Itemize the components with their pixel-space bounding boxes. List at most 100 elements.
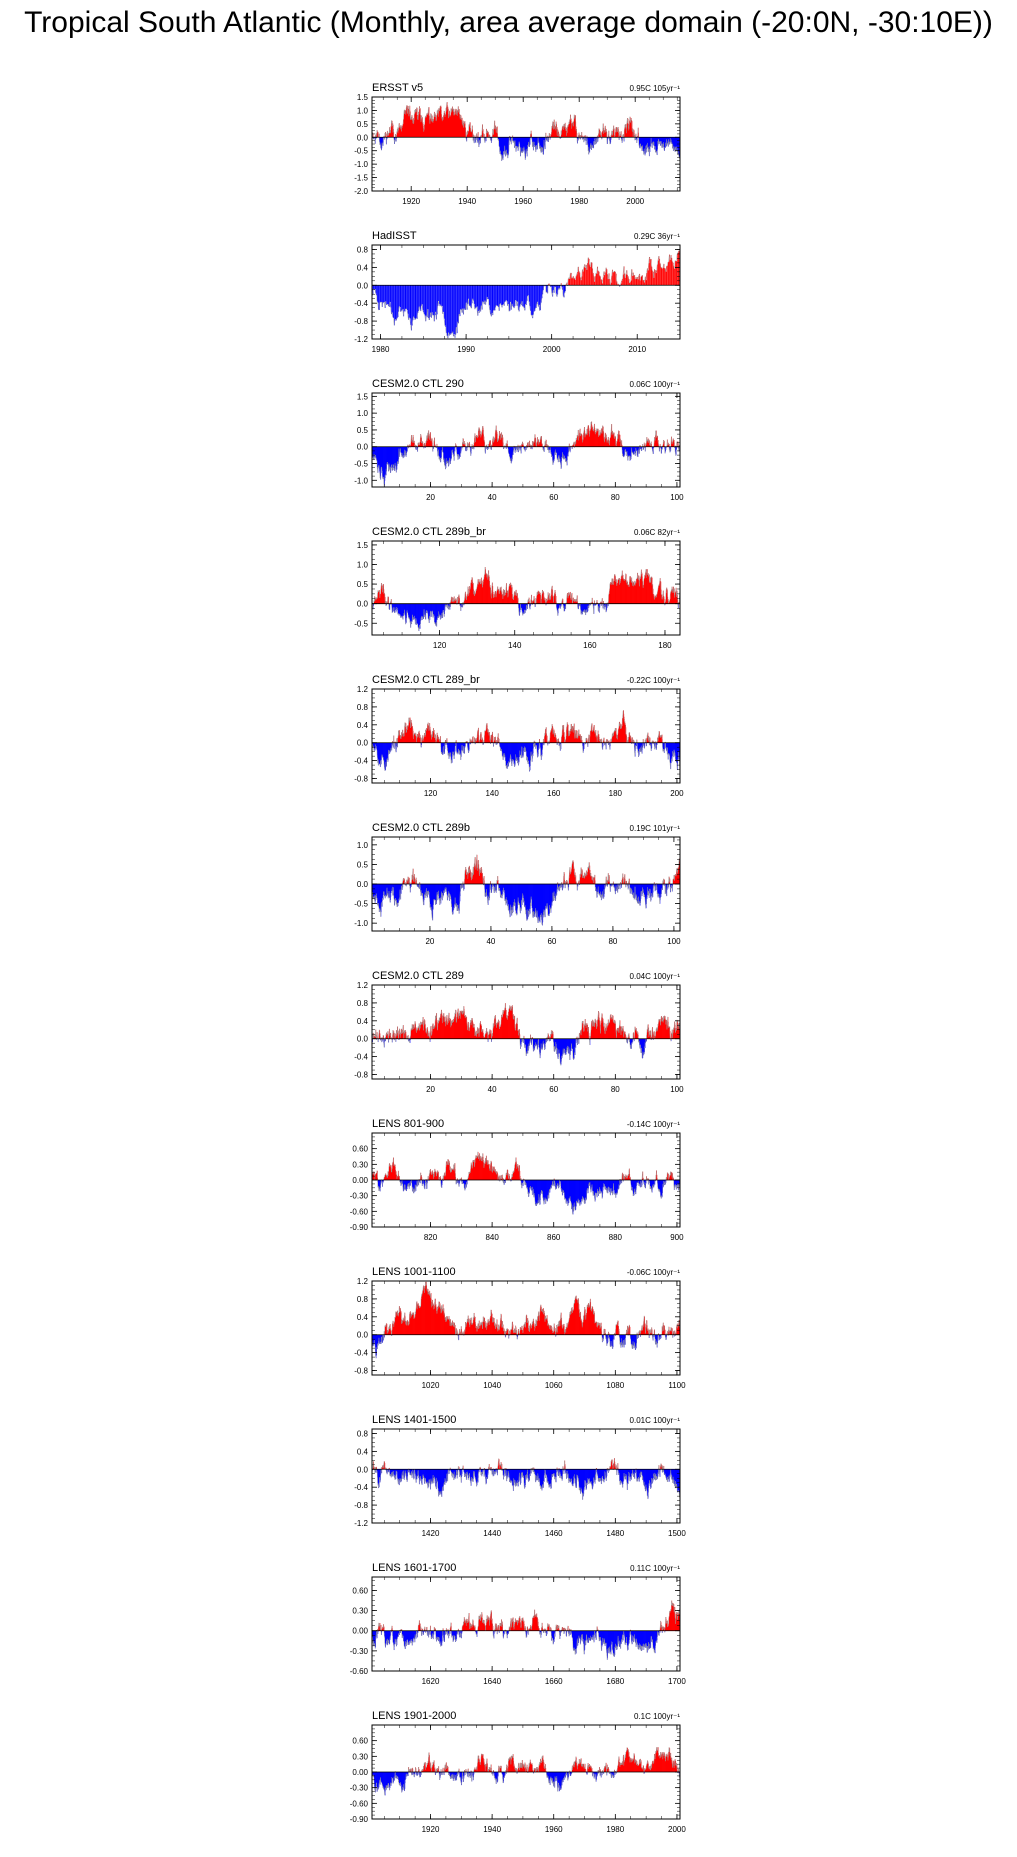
anomaly-bars: [372, 421, 681, 487]
anomaly-bar: [606, 132, 608, 138]
anomaly-bars: [372, 567, 681, 632]
anomaly-bar: [474, 596, 475, 604]
anomaly-bar: [583, 603, 584, 611]
anomaly-bar: [376, 285, 378, 302]
anomaly-bar: [435, 603, 436, 623]
anomaly-bar: [395, 285, 397, 320]
anomaly-bar: [652, 271, 654, 286]
anomaly-bar: [676, 261, 678, 286]
anomaly-bar: [531, 445, 532, 447]
anomaly-bar: [561, 285, 563, 287]
anomaly-bar: [423, 603, 425, 610]
anomaly-curve: [371, 102, 680, 161]
anomaly-bar: [515, 589, 517, 604]
anomaly-bar: [386, 285, 388, 305]
anomaly-bar: [415, 445, 416, 447]
anomaly-bar: [472, 285, 474, 299]
anomaly-bar: [490, 285, 492, 315]
anomaly-bar: [429, 285, 430, 320]
anomaly-bar: [542, 592, 544, 604]
anomaly-bar: [409, 603, 411, 623]
anomaly-bar: [660, 589, 662, 604]
anomaly-bar: [663, 263, 665, 286]
anomaly-bar: [555, 285, 556, 288]
anomaly-bar: [659, 585, 660, 604]
anomaly-bar: [433, 603, 434, 617]
anomaly-bar: [631, 582, 632, 604]
anomaly-bar: [638, 275, 640, 286]
anomaly-bar: [477, 132, 479, 138]
anomaly-bar: [575, 276, 577, 286]
anomaly-bar: [530, 599, 532, 604]
anomaly-bar: [499, 594, 500, 604]
anomaly-bar: [491, 590, 493, 604]
anomaly-bar: [432, 603, 434, 611]
anomaly-bar: [641, 573, 643, 604]
anomaly-bar: [418, 603, 420, 632]
anomaly-bar: [555, 592, 556, 604]
anomaly-bar: [659, 578, 661, 604]
anomaly-bar: [498, 591, 500, 604]
anomaly-bar: [508, 587, 510, 604]
anomaly-bar: [428, 285, 430, 319]
anomaly-bar: [640, 574, 642, 604]
anomaly-bar: [610, 583, 611, 604]
anomaly-bar: [665, 271, 667, 286]
anomaly-bar: [537, 285, 539, 302]
anomaly-bar: [579, 137, 581, 140]
anomaly-bar: [423, 603, 425, 615]
anomaly-bar: [379, 597, 381, 604]
anomaly-bar: [410, 603, 412, 628]
anomaly-bar: [513, 596, 514, 604]
anomaly-bar: [645, 573, 646, 604]
anomaly-bar: [658, 586, 659, 604]
anomaly-bar: [495, 591, 496, 604]
y-tick-label: -1.2: [354, 335, 368, 344]
anomaly-bar: [612, 269, 613, 286]
anomaly-bar: [514, 591, 516, 604]
panel-title: CESM2.0 CTL 289b_br: [372, 526, 486, 538]
anomaly-bar: [388, 603, 390, 610]
anomaly-bar: [518, 285, 520, 312]
anomaly-bar: [415, 446, 417, 450]
anomaly-bar: [587, 603, 588, 612]
anomaly-bar: [416, 603, 418, 625]
anomaly-bar: [480, 583, 482, 604]
anomaly-bar: [645, 280, 647, 286]
anomaly-bar: [518, 285, 519, 310]
anomaly-bar: [656, 594, 657, 604]
anomaly-bar: [451, 596, 452, 604]
anomaly-bar: [434, 603, 436, 623]
anomaly-bar: [591, 602, 593, 604]
anomaly-bar: [466, 137, 468, 142]
anomaly-bar: [624, 273, 626, 286]
anomaly-bar: [373, 600, 375, 604]
anomaly-bar: [646, 273, 648, 286]
anomaly-bar: [535, 285, 537, 308]
anomaly-bar: [383, 589, 385, 604]
anomaly-bar: [458, 600, 459, 604]
anomaly-bar: [568, 592, 569, 604]
anomaly-bar: [643, 587, 644, 604]
anomaly-bar: [378, 591, 379, 604]
anomaly-bar: [488, 575, 489, 604]
anomaly-bar: [460, 603, 461, 606]
anomaly-bar: [626, 580, 628, 604]
anomaly-bar: [523, 603, 525, 614]
anomaly-bar: [615, 576, 616, 604]
anomaly-bar: [652, 584, 654, 604]
y-tick-label: 1.5: [357, 93, 369, 102]
anomaly-bar: [646, 572, 648, 604]
anomaly-bar: [397, 603, 398, 611]
anomaly-bar: [649, 574, 650, 604]
anomaly-bar: [406, 603, 408, 618]
anomaly-bar: [486, 573, 487, 604]
anomaly-bar: [411, 603, 413, 622]
anomaly-bar: [466, 285, 468, 310]
anomaly-bar: [515, 595, 516, 604]
anomaly-bar: [394, 603, 395, 613]
anomaly-bar: [423, 603, 424, 618]
anomaly-bar: [428, 603, 430, 621]
anomaly-bar: [634, 134, 636, 138]
